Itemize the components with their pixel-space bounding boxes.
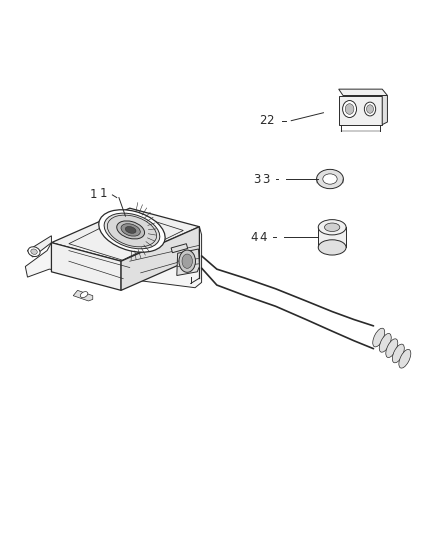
Ellipse shape bbox=[345, 104, 354, 114]
Polygon shape bbox=[51, 208, 199, 261]
Ellipse shape bbox=[179, 250, 195, 272]
Ellipse shape bbox=[104, 213, 160, 249]
Polygon shape bbox=[171, 244, 187, 253]
Ellipse shape bbox=[317, 169, 343, 189]
Ellipse shape bbox=[28, 247, 40, 256]
Ellipse shape bbox=[121, 224, 140, 236]
Polygon shape bbox=[25, 227, 201, 288]
Polygon shape bbox=[121, 227, 199, 290]
Ellipse shape bbox=[392, 344, 404, 363]
Text: 1: 1 bbox=[90, 189, 97, 201]
Ellipse shape bbox=[367, 105, 374, 114]
Ellipse shape bbox=[107, 215, 156, 247]
Ellipse shape bbox=[31, 249, 37, 254]
Text: 4: 4 bbox=[251, 231, 258, 244]
Ellipse shape bbox=[325, 223, 340, 231]
Polygon shape bbox=[382, 95, 388, 125]
Text: 1: 1 bbox=[100, 187, 107, 200]
Text: 3: 3 bbox=[253, 173, 260, 185]
Polygon shape bbox=[177, 249, 199, 276]
Ellipse shape bbox=[323, 174, 337, 184]
Ellipse shape bbox=[399, 350, 411, 368]
Polygon shape bbox=[339, 89, 388, 95]
Text: 2: 2 bbox=[266, 114, 273, 127]
Ellipse shape bbox=[343, 101, 357, 117]
Polygon shape bbox=[73, 290, 93, 301]
Ellipse shape bbox=[364, 102, 376, 116]
Polygon shape bbox=[318, 227, 346, 247]
Ellipse shape bbox=[80, 292, 88, 297]
Ellipse shape bbox=[318, 240, 346, 255]
Polygon shape bbox=[28, 236, 51, 257]
Ellipse shape bbox=[379, 334, 391, 352]
Ellipse shape bbox=[386, 339, 398, 358]
Ellipse shape bbox=[117, 221, 145, 239]
Ellipse shape bbox=[182, 254, 192, 268]
Ellipse shape bbox=[318, 220, 346, 235]
Text: 4: 4 bbox=[259, 231, 267, 244]
Ellipse shape bbox=[125, 227, 136, 233]
Ellipse shape bbox=[99, 209, 165, 252]
Text: 2: 2 bbox=[259, 114, 267, 127]
Polygon shape bbox=[51, 243, 121, 290]
Polygon shape bbox=[339, 95, 382, 125]
Text: 3: 3 bbox=[261, 173, 269, 185]
Ellipse shape bbox=[373, 328, 385, 347]
